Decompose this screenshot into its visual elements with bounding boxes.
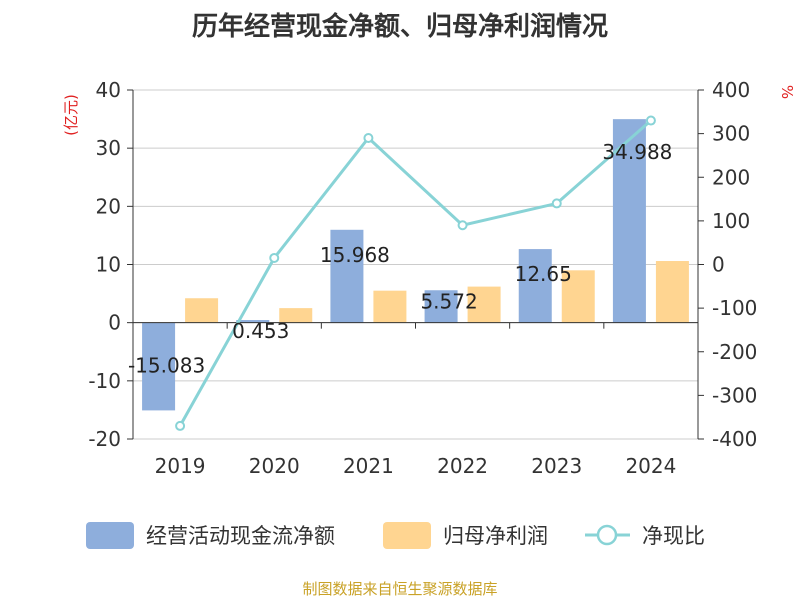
bar-net-profit [655, 261, 689, 323]
y-right-tick-label: -200 [712, 340, 757, 364]
x-tick-label: 2024 [625, 454, 676, 478]
chart-title: 历年经营现金净额、归母净利润情况 [191, 12, 608, 42]
bar-operating-cash-flow [236, 320, 270, 323]
line-net-cash-ratio [178, 119, 652, 427]
bar-net-profit [373, 290, 407, 323]
y-left-tick-label: 10 [96, 253, 121, 277]
y-right-tick-label: 200 [712, 165, 750, 189]
legend-swatch-net-profit [383, 522, 431, 549]
y-right-tick-label: 400 [712, 78, 750, 102]
legend-label: 净现比 [642, 524, 705, 548]
data-label: 15.968 [320, 243, 390, 267]
y-right-unit: % [778, 85, 796, 99]
y-right-tick-label: -300 [712, 383, 757, 407]
y-right-tick-label: -400 [712, 427, 757, 451]
line-point [457, 220, 468, 231]
legend-marker [596, 524, 618, 546]
bar-net-profit [561, 270, 595, 323]
bar-net-profit [467, 286, 501, 323]
bar-net-profit [279, 308, 313, 323]
data-label: 5.572 [420, 289, 477, 313]
bar-operating-cash-flow [424, 290, 458, 323]
y-left-tick-label: -20 [88, 427, 121, 451]
x-tick-label: 2023 [531, 454, 582, 478]
data-label: -15.083 [128, 353, 205, 377]
source-note: 制图数据来自恒生聚源数据库 [302, 580, 498, 598]
y-left-tick-label: -10 [88, 369, 121, 393]
bar-operating-cash-flow [612, 119, 646, 323]
y-right-tick-label: 100 [712, 209, 750, 233]
line-point [551, 198, 562, 209]
data-label: 12.65 [515, 262, 572, 286]
line-point [363, 132, 374, 143]
line-point [269, 252, 280, 263]
y-left-tick-label: 0 [108, 311, 121, 335]
x-tick-label: 2019 [155, 454, 206, 478]
bar-operating-cash-flow [518, 249, 552, 323]
legend-label: 经营活动现金流净额 [146, 524, 335, 548]
y-left-unit: (亿元) [62, 94, 80, 136]
line-point [645, 115, 656, 126]
legend-label: 归母净利润 [443, 524, 548, 548]
y-left-tick-label: 20 [96, 194, 121, 218]
legend-swatch-operating-cash-flow [86, 522, 134, 549]
bar-operating-cash-flow [142, 322, 176, 411]
bar-operating-cash-flow [330, 229, 364, 323]
y-left-tick-label: 40 [96, 78, 121, 102]
y-right-tick-label: 300 [712, 122, 750, 146]
x-tick-label: 2022 [437, 454, 488, 478]
y-left-tick-label: 30 [96, 136, 121, 160]
data-label: 0.453 [232, 319, 289, 343]
bar-net-profit [185, 298, 219, 323]
line-point [175, 420, 186, 431]
y-right-tick-label: -100 [712, 296, 757, 320]
x-tick-label: 2020 [249, 454, 300, 478]
y-right-tick-label: 0 [712, 253, 725, 277]
data-label: 34.988 [602, 140, 672, 164]
x-tick-label: 2021 [343, 454, 394, 478]
